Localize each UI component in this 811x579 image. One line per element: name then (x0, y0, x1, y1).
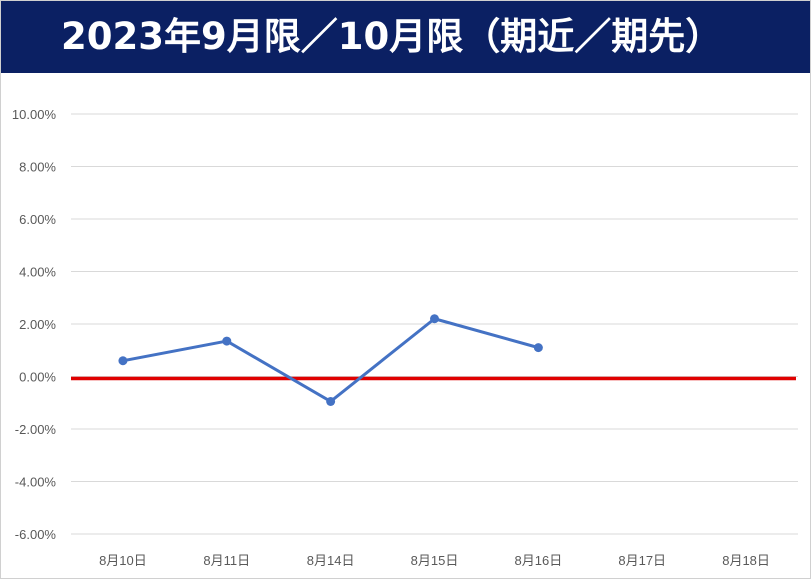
series-line (122, 317, 539, 403)
x-axis-ticks: 8月10日 8月11日 8月14日 8月15日 8月16日 8月17日 8月18日 (99, 553, 770, 568)
x-tick-label: 8月11日 (203, 553, 250, 568)
gridlines (71, 113, 798, 535)
x-tick-label: 8月18日 (722, 553, 770, 568)
y-tick-label: 0.00% (19, 370, 56, 385)
data-point (326, 396, 336, 406)
y-tick-label: 6.00% (19, 212, 56, 227)
data-point (222, 336, 232, 346)
x-tick-label: 8月14日 (307, 553, 355, 568)
y-tick-label: 8.00% (19, 160, 56, 175)
title-bar: 2023年9月限／10月限（期近／期先） (1, 1, 810, 73)
x-tick-label: 8月10日 (99, 553, 147, 568)
series-group (118, 314, 543, 406)
data-point (533, 343, 543, 353)
x-tick-label: 8月15日 (411, 553, 459, 568)
y-tick-label: 4.00% (19, 265, 56, 280)
data-point (430, 314, 439, 324)
data-point (118, 356, 128, 366)
y-tick-label: 10.00% (12, 107, 57, 122)
chart-title: 2023年9月限／10月限（期近／期先） (61, 15, 723, 58)
y-tick-label: -6.00% (15, 527, 57, 542)
y-tick-label: -2.00% (15, 422, 57, 437)
y-tick-label: -4.00% (15, 475, 57, 490)
y-tick-label: 2.00% (19, 317, 56, 332)
y-axis-ticks: 10.00% 8.00% 6.00% 4.00% 2.00% 0.00% -2.00% -4.… (12, 107, 57, 542)
x-tick-label: 8月16日 (515, 553, 563, 568)
x-tick-label: 8月17日 (618, 553, 666, 568)
